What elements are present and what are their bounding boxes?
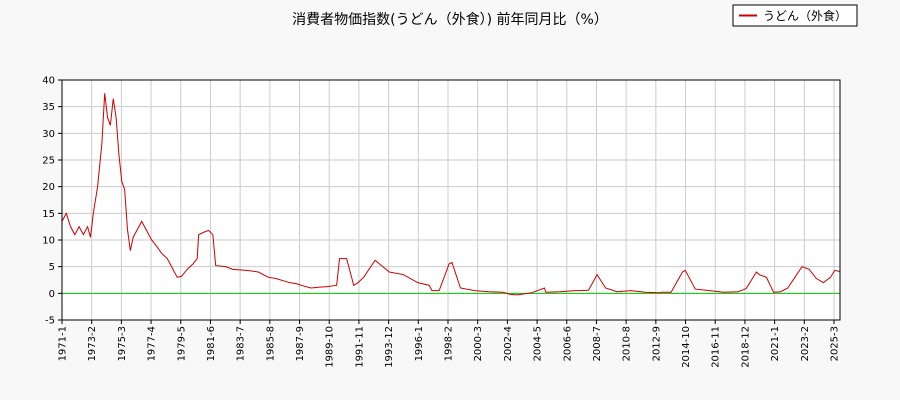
plot-border — [61, 79, 841, 321]
y-tick-label: 5 — [49, 262, 55, 273]
x-tick-label: 1983-7 — [236, 326, 247, 361]
x-tick-label: 1985-8 — [265, 326, 276, 361]
x-tick-label: 1996-1 — [414, 326, 425, 361]
x-tick-label: 2023-2 — [800, 326, 811, 361]
y-tick-label: 10 — [42, 236, 55, 247]
x-tick-label: 1975-3 — [117, 326, 128, 361]
x-tick-label: 2016-11 — [711, 326, 722, 368]
plot-area — [62, 80, 840, 320]
x-tick-label: 1993-12 — [384, 326, 395, 368]
x-tick-label: 1981-6 — [206, 326, 217, 361]
x-tick-label: 2010-8 — [622, 326, 633, 361]
series-line-udon — [61, 93, 841, 296]
x-tick-label: 2012-9 — [651, 326, 662, 361]
x-axis-ticks: 1971-1 1973-2 1975-3 1977-4 1979-5 1981-6 1983… — [58, 320, 841, 368]
x-tick-label: 2018-12 — [740, 326, 751, 368]
legend-label: うどん（外食） — [763, 8, 847, 23]
y-tick-label: 0 — [49, 289, 55, 300]
y-tick-label: 15 — [42, 209, 55, 220]
chart-title: 消費者物価指数(うどん（外食）) 前年同月比（%） — [292, 11, 608, 28]
x-tick-label: 1973-2 — [87, 326, 98, 361]
legend: うどん（外食） — [732, 4, 858, 27]
y-tick-label: -5 — [45, 316, 55, 327]
x-tick-label: 1977-4 — [147, 326, 158, 361]
x-tick-label: 2008-7 — [592, 326, 603, 361]
x-tick-label: 2021-1 — [770, 326, 781, 361]
x-tick-label: 2025-3 — [830, 326, 841, 361]
legend-box — [732, 4, 858, 27]
x-tick-label: 1991-11 — [354, 326, 365, 368]
x-tick-label: 1971-1 — [58, 326, 69, 361]
x-tick-label: 2000-3 — [473, 326, 484, 361]
y-tick-label: 20 — [42, 182, 55, 193]
x-tick-label: 2004-5 — [533, 326, 544, 361]
x-tick-label: 2006-6 — [562, 326, 573, 361]
x-tick-label: 2014-10 — [681, 326, 692, 368]
x-tick-label: 2002-4 — [503, 326, 514, 361]
x-tick-label: 1989-10 — [325, 326, 336, 368]
y-tick-label: 25 — [42, 156, 55, 167]
y-tick-label: 30 — [42, 129, 55, 140]
y-tick-label: 35 — [42, 102, 55, 113]
y-axis-ticks: -5 0 5 10 15 20 25 30 35 40 — [42, 76, 62, 327]
x-tick-label: 1998-2 — [444, 326, 455, 361]
x-tick-label: 1979-5 — [176, 326, 187, 361]
y-tick-label: 40 — [42, 76, 55, 87]
x-tick-label: 1987-9 — [295, 326, 306, 361]
